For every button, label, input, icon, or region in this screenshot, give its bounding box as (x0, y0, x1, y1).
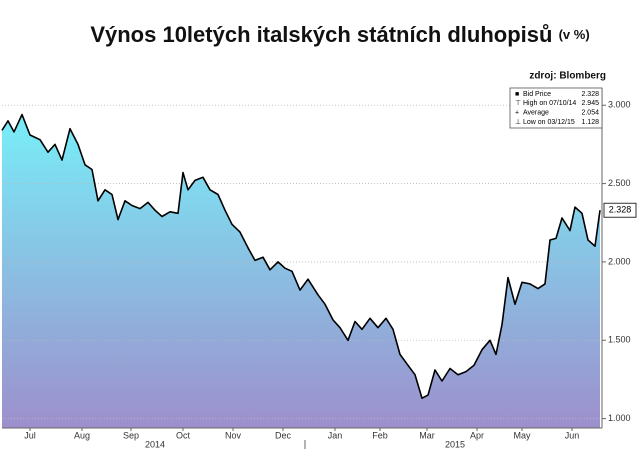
x-group-label: 2015 (445, 439, 465, 449)
x-tick-label: Jan (328, 430, 343, 440)
legend-label: Low on 03/12/15 (523, 119, 575, 126)
legend-label: Bid Price (523, 91, 551, 98)
y-tick-label: 2.500 (608, 178, 631, 188)
legend-box (509, 87, 603, 129)
x-tick-label: Sep (123, 430, 139, 440)
x-tick-label: Mar (419, 430, 435, 440)
y-tick-label: 2.000 (608, 256, 631, 266)
x-tick-label: Apr (470, 430, 484, 440)
legend-value: 2.945 (581, 100, 599, 107)
y-tick-label: 3.000 (608, 100, 631, 110)
legend-value: 2.328 (581, 91, 599, 98)
legend-value: 1.128 (581, 119, 599, 126)
x-tick-label: Jul (24, 430, 36, 440)
y-tick-label: 1.000 (608, 413, 631, 423)
source: zdroj: Blomberg (529, 71, 606, 82)
legend-symbol: ⊤ (515, 100, 521, 107)
last-price-label: 2.328 (609, 205, 632, 215)
x-tick-label: May (513, 430, 531, 440)
area (2, 114, 600, 428)
x-tick-label: Feb (372, 430, 388, 440)
legend-symbol: ⊥ (515, 119, 521, 126)
last-price-box (603, 202, 637, 218)
chart-title: Výnos 10letých italských státních dluhop… (90, 22, 589, 47)
x-tick-label: Dec (275, 430, 292, 440)
x-tick-label: Jun (565, 430, 580, 440)
x-tick-label: Aug (74, 430, 90, 440)
line (1, 113, 601, 399)
title-text: Výnos 10letých italských státních dluhop… (90, 22, 552, 47)
x-group-label: 2014 (145, 439, 165, 449)
legend-label: High on 07/10/14 (523, 100, 576, 107)
legend-value: 2.054 (581, 110, 599, 117)
y-tick-label: 1.500 (608, 335, 631, 345)
x-tick-label: Nov (225, 430, 242, 440)
x-tick-label: Oct (176, 430, 191, 440)
legend-symbol: ■ (515, 91, 519, 98)
legend-symbol: + (515, 110, 519, 117)
subtitle: (v %) (559, 27, 590, 42)
legend-label: Average (523, 110, 549, 117)
